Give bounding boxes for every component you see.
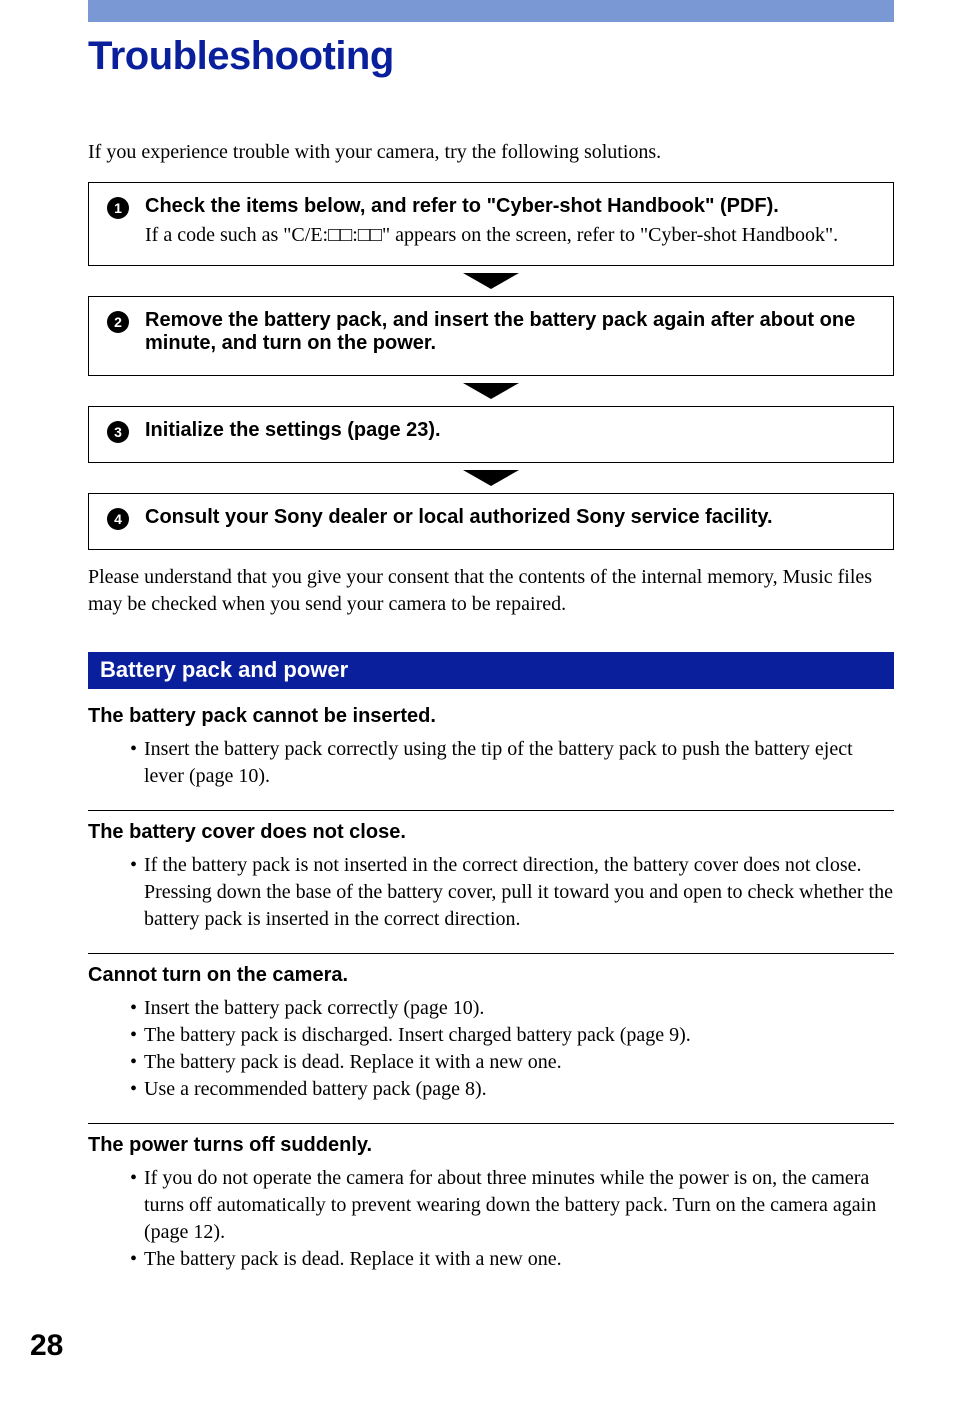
step-content: Consult your Sony dealer or local author… — [145, 506, 875, 533]
consent-text: Please understand that you give your con… — [88, 564, 894, 618]
issue-item: If you do not operate the camera for abo… — [130, 1165, 894, 1246]
issue-title: Cannot turn on the camera. — [88, 964, 894, 987]
top-accent-bar — [88, 0, 894, 22]
step-box: 1 Check the items below, and refer to "Cy… — [88, 182, 894, 266]
step-content: Check the items below, and refer to "Cyb… — [145, 195, 875, 249]
issue-item: Use a recommended battery pack (page 8). — [130, 1076, 894, 1103]
step-number-badge: 3 — [107, 421, 129, 443]
issue-block: The battery pack cannot be inserted. Inse… — [88, 705, 894, 810]
issue-title: The power turns off suddenly. — [88, 1134, 894, 1157]
step-heading: Consult your Sony dealer or local author… — [145, 506, 875, 529]
issue-item: Insert the battery pack correctly using … — [130, 736, 894, 790]
step-number-badge: 2 — [107, 311, 129, 333]
section-header: Battery pack and power — [88, 652, 894, 689]
step-heading: Check the items below, and refer to "Cyb… — [145, 195, 875, 218]
down-arrow-icon — [88, 463, 894, 493]
issue-block: The power turns off suddenly. If you do n… — [88, 1123, 894, 1293]
step-number-badge: 4 — [107, 508, 129, 530]
issue-title: The battery cover does not close. — [88, 821, 894, 844]
issue-block: The battery cover does not close. If the … — [88, 810, 894, 953]
issue-item: Insert the battery pack correctly (page … — [130, 995, 894, 1022]
step-heading: Remove the battery pack, and insert the … — [145, 309, 875, 355]
issue-item: If the battery pack is not inserted in t… — [130, 852, 894, 933]
step-content: Initialize the settings (page 23). — [145, 419, 875, 446]
intro-text: If you experience trouble with your came… — [88, 141, 894, 164]
step-number-badge: 1 — [107, 197, 129, 219]
step-heading: Initialize the settings (page 23). — [145, 419, 875, 442]
issue-list: Insert the battery pack correctly using … — [88, 736, 894, 790]
issue-item: The battery pack is dead. Replace it wit… — [130, 1246, 894, 1273]
down-arrow-icon — [88, 266, 894, 296]
step-box: 4 Consult your Sony dealer or local autho… — [88, 493, 894, 550]
issue-block: Cannot turn on the camera. Insert the bat… — [88, 953, 894, 1123]
page-number: 28 — [30, 1329, 894, 1363]
step-box: 3 Initialize the settings (page 23). — [88, 406, 894, 463]
step-box: 2 Remove the battery pack, and insert the… — [88, 296, 894, 376]
step-description: If a code such as "C/E:□□:□□" appears on… — [145, 222, 875, 249]
step-content: Remove the battery pack, and insert the … — [145, 309, 875, 359]
issue-list: Insert the battery pack correctly (page … — [88, 995, 894, 1103]
issue-item: The battery pack is discharged. Insert c… — [130, 1022, 894, 1049]
issue-title: The battery pack cannot be inserted. — [88, 705, 894, 728]
issue-item: The battery pack is dead. Replace it wit… — [130, 1049, 894, 1076]
issue-list: If you do not operate the camera for abo… — [88, 1165, 894, 1273]
issue-list: If the battery pack is not inserted in t… — [88, 852, 894, 933]
down-arrow-icon — [88, 376, 894, 406]
page-title: Troubleshooting — [88, 34, 894, 79]
